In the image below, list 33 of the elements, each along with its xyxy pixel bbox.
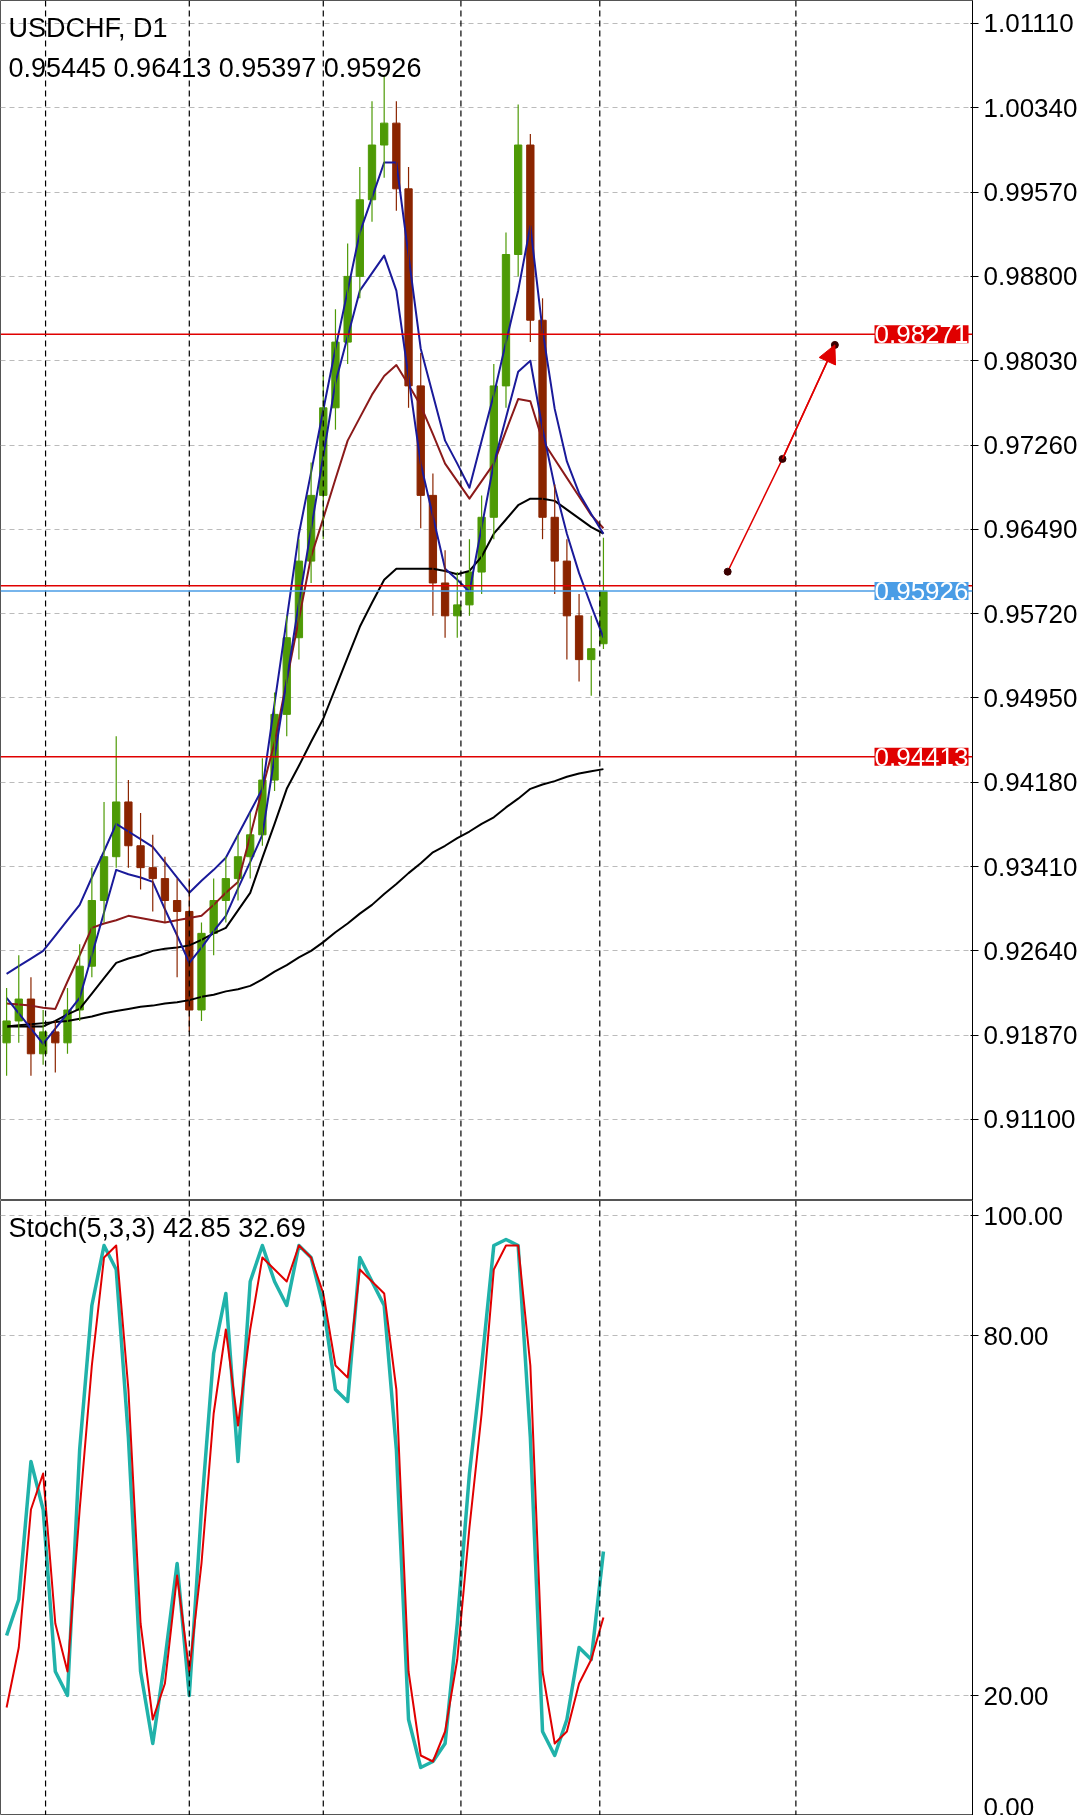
candlestick [112,735,121,869]
y-tick-label: 0.96490 [983,514,1078,545]
y-tick-label: 0.93410 [983,851,1078,882]
candlestick [51,1020,60,1073]
y-tick-label: 0.99570 [983,177,1078,208]
y-tick-label: 20.00 [983,1680,1049,1711]
y-tick-label: 0.91100 [983,1104,1076,1135]
ref-line-label: 0.94413 [874,741,969,772]
candlestick [124,779,133,869]
chart-title: USDCHF, D1 [8,12,168,43]
y-tick-label: 0.94950 [983,682,1078,713]
candlestick [587,615,596,697]
y-tick-label: 0.98030 [983,345,1078,376]
candlestick [148,834,157,913]
ref-line-label: 0.95926 [874,576,969,607]
y-tick-label: 1.01110 [983,8,1074,39]
y-tick-label: 0.92640 [983,935,1078,966]
y-tick-label: 1.00340 [983,92,1078,123]
chart-title: Stoch(5,3,3) 42.85 32.69 [8,1212,306,1243]
y-tick-label: 0.97260 [983,430,1078,461]
y-tick-label: 0.00 [983,1791,1035,1815]
y-tick-label: 80.00 [983,1320,1049,1351]
text: 0.95445 0.96413 0.95397 0.95926 [8,52,422,83]
y-tick-label: 0.95720 [983,598,1078,629]
y-tick-label: 100.00 [983,1200,1064,1231]
candlestick [136,812,145,891]
ref-line-label: 0.98271 [874,319,969,350]
line-series [5,161,605,975]
y-tick-label: 0.94180 [983,767,1078,798]
candlestick [2,987,11,1077]
y-tick-label: 0.91870 [983,1020,1078,1051]
y-tick-label: 0.98800 [983,261,1078,292]
candlestick [550,483,559,595]
